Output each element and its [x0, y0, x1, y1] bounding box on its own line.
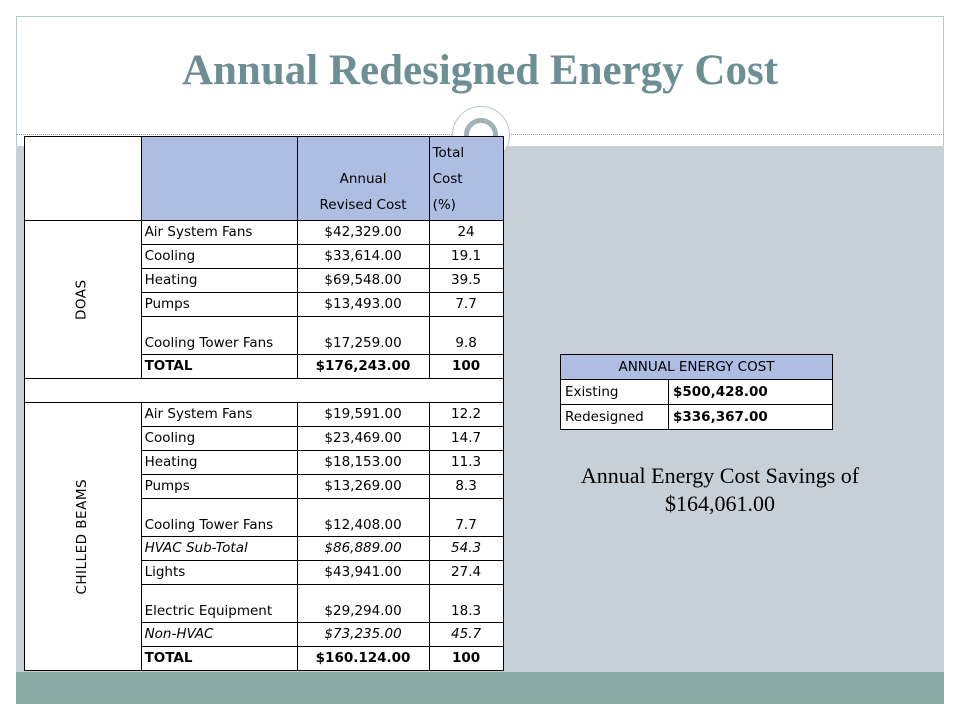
- section-label-chilled-beams: CHILLED BEAMS: [24, 402, 142, 671]
- row-cost: $42,329.00: [296, 220, 430, 245]
- section-label-chilled-beams-text: CHILLED BEAMS: [74, 478, 91, 595]
- energy-row-label: Redesigned: [560, 404, 669, 430]
- row-label: Non-HVAC: [140, 622, 298, 647]
- savings-amount: $164,061.00: [665, 491, 775, 516]
- energy-table-header-row: ANNUAL ENERGY COST: [560, 354, 833, 380]
- row-cost: $13,269.00: [296, 474, 430, 499]
- row-cost: $176,243.00: [296, 354, 430, 379]
- row-cost: $29,294.00: [296, 584, 430, 623]
- savings-label: Annual Energy Cost Savings of: [580, 463, 860, 488]
- row-label: Air System Fans: [140, 220, 298, 245]
- table-row-total: TOTAL $160.124.00 100: [25, 646, 504, 671]
- header-cost-line1: Annual: [339, 171, 387, 187]
- row-label: Cooling Tower Fans: [140, 498, 298, 537]
- row-label: Cooling: [140, 244, 298, 269]
- row-pct: 19.1: [428, 244, 504, 269]
- energy-row-value: $500,428.00: [668, 379, 833, 405]
- header-pct-line2: Cost: [432, 171, 463, 187]
- row-pct: 100: [428, 354, 504, 379]
- row-pct: 39.5: [428, 268, 504, 293]
- row-label: Cooling Tower Fans: [140, 316, 298, 355]
- row-pct: 54.3: [428, 536, 504, 561]
- row-label: TOTAL: [140, 354, 298, 379]
- table-row: Redesigned $336,367.00: [560, 404, 833, 430]
- energy-row-value: $336,367.00: [668, 404, 833, 430]
- row-label: Electric Equipment: [140, 584, 298, 623]
- section-spacer-row: [24, 378, 504, 403]
- table-row: Pumps $13,269.00 8.3: [25, 474, 504, 499]
- table-row: Existing $500,428.00: [560, 379, 833, 405]
- table-row-subtotal: HVAC Sub-Total $86,889.00 54.3: [25, 536, 504, 561]
- row-cost: $23,469.00: [296, 426, 430, 451]
- section-label-doas: DOAS: [24, 220, 142, 379]
- header-pct-line1: Total: [432, 145, 465, 161]
- row-cost: $19,591.00: [296, 402, 430, 427]
- row-pct: 24: [428, 220, 504, 245]
- table-row: Lights $43,941.00 27.4: [25, 560, 504, 585]
- row-cost: $13,493.00: [296, 292, 430, 317]
- row-label: Air System Fans: [140, 402, 298, 427]
- row-pct: 8.3: [428, 474, 504, 499]
- row-cost: $69,548.00: [296, 268, 430, 293]
- row-label: HVAC Sub-Total: [140, 536, 298, 561]
- table-row-subtotal: Non-HVAC $73,235.00 45.7: [25, 622, 504, 647]
- header-cost-line2: Revised Cost: [319, 197, 407, 213]
- table-row: Cooling Tower Fans $12,408.00 7.7: [25, 498, 504, 537]
- header-corner: [24, 136, 142, 221]
- row-cost: $73,235.00: [296, 622, 430, 647]
- row-pct: 27.4: [428, 560, 504, 585]
- row-pct: 100: [428, 646, 504, 671]
- row-label: Pumps: [140, 474, 298, 499]
- row-cost: $18,153.00: [296, 450, 430, 475]
- row-label: Pumps: [140, 292, 298, 317]
- row-pct: 7.7: [428, 498, 504, 537]
- bottom-band: [16, 672, 944, 704]
- row-pct: 12.2: [428, 402, 504, 427]
- row-pct: 11.3: [428, 450, 504, 475]
- header-label-cell: [140, 136, 298, 221]
- row-label: Cooling: [140, 426, 298, 451]
- row-label: TOTAL: [140, 646, 298, 671]
- row-cost: $33,614.00: [296, 244, 430, 269]
- header-pct-line3: (%): [432, 197, 456, 213]
- row-cost: $12,408.00: [296, 498, 430, 537]
- row-cost: $160.124.00: [296, 646, 430, 671]
- row-label: Heating: [140, 450, 298, 475]
- table-row: Heating $69,548.00 39.5: [25, 268, 504, 293]
- row-cost: $86,889.00: [296, 536, 430, 561]
- table-header-row: Annual Revised Cost Total Cost (%): [24, 136, 504, 221]
- table-row: CHILLED BEAMS Air System Fans $19,591.00…: [24, 402, 504, 671]
- header-pct: Total Cost (%): [428, 136, 504, 221]
- row-pct: 9.8: [428, 316, 504, 355]
- table-row: DOAS Air System Fans $42,329.00 24: [24, 220, 504, 379]
- annual-energy-cost-table: ANNUAL ENERGY COST Existing $500,428.00 …: [560, 354, 833, 430]
- section-spacer: [24, 378, 504, 403]
- row-label: Heating: [140, 268, 298, 293]
- row-pct: 45.7: [428, 622, 504, 647]
- slide-title: Annual Redesigned Energy Cost: [181, 47, 779, 94]
- energy-table-header: ANNUAL ENERGY COST: [560, 354, 833, 380]
- row-pct: 14.7: [428, 426, 504, 451]
- row-cost: $17,259.00: [296, 316, 430, 355]
- section-label-doas-text: DOAS: [74, 279, 91, 320]
- row-label: Lights: [140, 560, 298, 585]
- row-cost: $43,941.00: [296, 560, 430, 585]
- savings-summary: Annual Energy Cost Savings of $164,061.0…: [530, 462, 910, 518]
- row-pct: 18.3: [428, 584, 504, 623]
- row-pct: 7.7: [428, 292, 504, 317]
- table-row-total: TOTAL $176,243.00 100: [25, 354, 504, 379]
- energy-row-label: Existing: [560, 379, 669, 405]
- table-row: Cooling $33,614.00 19.1: [25, 244, 504, 269]
- header-cost: Annual Revised Cost: [296, 136, 430, 221]
- revised-cost-table: Annual Revised Cost Total Cost (%) DOAS …: [24, 136, 504, 671]
